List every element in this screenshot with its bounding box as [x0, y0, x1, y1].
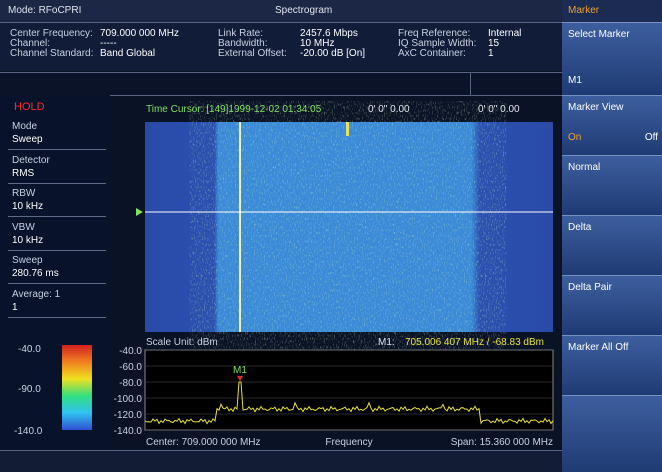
center-freq: Center: 709.000 000 MHz [146, 437, 261, 448]
menu-button-label: Marker View [568, 102, 624, 113]
color-scale-bar [62, 345, 92, 430]
menu-button-label: Delta Pair [568, 282, 612, 293]
info-value: 10 MHz [300, 38, 335, 49]
spectrum-trace [144, 381, 554, 425]
info-label: AxC Container: [398, 48, 466, 59]
y-axis-label: -80.0 [119, 378, 142, 389]
info-label: Link Rate: [218, 28, 264, 39]
y-axis-label: -100.0 [114, 394, 143, 405]
menu-button[interactable]: Select Marker M1 [562, 22, 662, 95]
menu-title: Marker [562, 0, 662, 22]
menu-button-label: Marker All Off [568, 342, 629, 353]
menu-button-label: Select Marker [568, 29, 630, 40]
menu-button[interactable]: Marker All Off [562, 335, 662, 395]
bottom-bar [0, 450, 562, 472]
info-value: 2457.6 Mbps [300, 28, 358, 39]
menu-button-value: M1 [568, 75, 582, 86]
marker-name: M1 [233, 365, 247, 376]
spectrogram-noise [216, 122, 480, 332]
info-label: Bandwidth: [218, 38, 268, 49]
position: 0' 0" 0.00 [478, 104, 520, 115]
spectrum-plot [144, 349, 554, 431]
marker-readout: 705.006 407 MHz / -68.83 dBm [405, 337, 544, 348]
info-value: -20.00 dB [On] [300, 48, 366, 59]
color-scale-label: -40.0 [18, 344, 41, 355]
y-axis-label: -140.0 [114, 426, 143, 437]
sidebar-value: Sweep [12, 134, 43, 145]
sidebar-label: VBW [12, 221, 35, 233]
sidebar-item: VBW 10 kHz [8, 219, 106, 251]
sidebar-value: 1 [12, 301, 18, 313]
color-scale-label: -90.0 [18, 384, 41, 395]
info-label: Freq Reference: [398, 28, 471, 39]
info-value: 709.000 000 MHz [100, 28, 179, 39]
color-scale-label: -140.0 [14, 426, 43, 437]
empty-bar [0, 72, 562, 96]
info-label: Center Frequency: [10, 28, 93, 39]
signal-trace [346, 122, 349, 136]
info-value: ----- [100, 38, 117, 49]
scale-unit: Scale Unit: dBm [146, 337, 218, 348]
menu-button[interactable]: Marker View On Off [562, 95, 662, 155]
sidebar-label: Detector [12, 154, 50, 166]
sidebar-value: 10 kHz [12, 201, 44, 212]
info-label: IQ Sample Width: [398, 38, 477, 49]
info-value: Internal [488, 28, 522, 39]
menu-button-blank[interactable] [562, 395, 662, 472]
marker-arrow [237, 376, 243, 381]
mode: Mode: RFoCPRI [8, 5, 82, 16]
sidebar-item: Mode Sweep [8, 118, 106, 150]
sidebar-item: Sweep 280.76 ms [8, 252, 106, 284]
info-value: Band Global [100, 48, 156, 59]
marker-label: M1: [378, 337, 395, 348]
time-cursor: Time Cursor: [149]1999-12-02 01:34:05 [146, 104, 322, 115]
info-value: 1 [488, 48, 494, 59]
sidebar-label: Average: 1 [12, 288, 61, 300]
y-axis-label: -40.0 [119, 346, 142, 357]
info-label: External Offset: [218, 48, 287, 59]
sidebar-item: Detector RMS [8, 152, 106, 184]
status-bar [0, 0, 562, 23]
screen-title: Spectrogram [275, 5, 333, 16]
menu-button-label: Normal [568, 162, 601, 173]
sidebar-label: Sweep [12, 255, 43, 266]
sidebar-value: 280.76 ms [12, 268, 59, 279]
y-axis-label: -60.0 [119, 362, 142, 373]
menu-button[interactable]: Normal [562, 155, 662, 215]
menu-button[interactable]: Delta Pair [562, 275, 662, 335]
x-axis-label: Frequency [325, 437, 372, 448]
sidebar-item: RBW 10 kHz [8, 185, 106, 217]
sidebar-label: RBW [12, 188, 36, 199]
cursor-arrow [136, 208, 143, 216]
sidebar-label: Mode [12, 121, 38, 132]
menu-button[interactable]: Delta [562, 215, 662, 275]
info-panel: Center Frequency: 709.000 000 MHz Channel:… [0, 23, 562, 71]
menu-option: On [568, 132, 582, 143]
sidebar-value: RMS [12, 167, 35, 179]
sidebar-value: 10 kHz [12, 234, 44, 246]
position: 0' 0" 0.00 [368, 104, 410, 115]
y-axis-label: -120.0 [114, 410, 143, 421]
menu-option: Off [644, 132, 658, 143]
span: Span: 15.360 000 MHz [451, 437, 553, 448]
hold-status: HOLD [14, 101, 45, 113]
divider [470, 72, 471, 95]
display: Time Cursor: [149]1999-12-02 01:34:05 0'… [114, 104, 554, 448]
info-label: Channel: [10, 38, 51, 49]
menu-button-label: Delta [568, 222, 592, 233]
info-label: Channel Standard: [10, 48, 94, 59]
info-value: 15 [488, 38, 500, 49]
